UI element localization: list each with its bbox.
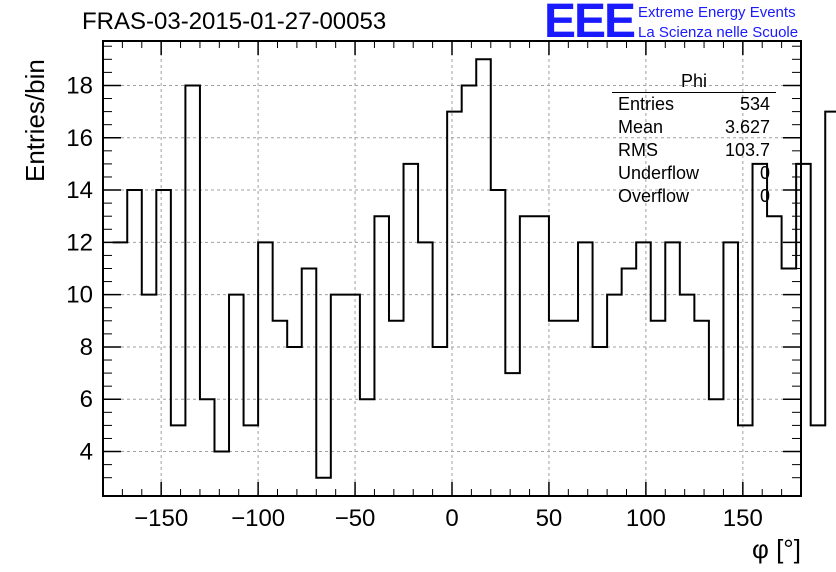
y-axis-label: Entries/bin xyxy=(20,59,50,182)
histogram-bin xyxy=(345,295,360,496)
histogram-bin xyxy=(622,269,637,497)
histogram-bin xyxy=(753,164,768,496)
stats-row-rms: RMS 103.7 xyxy=(612,139,776,162)
stats-value: 0 xyxy=(759,163,770,183)
stats-label: RMS xyxy=(618,140,658,160)
histogram-bin xyxy=(825,112,836,496)
histogram-bin xyxy=(214,452,229,496)
histogram-bin xyxy=(680,295,695,496)
x-tick-label: −50 xyxy=(335,505,376,532)
chart-title: FRAS-03-2015-01-27-00053 xyxy=(82,8,387,35)
histogram-bin xyxy=(302,269,317,497)
histogram-bin xyxy=(607,295,622,496)
x-tick-label: −150 xyxy=(134,505,188,532)
x-axis-label: φ [°] xyxy=(752,534,801,564)
histogram-bin xyxy=(258,242,273,496)
histogram-bin xyxy=(244,425,259,496)
histogram-bin xyxy=(491,190,506,496)
histogram-bin xyxy=(287,347,302,496)
axis-tick-labels: −150 −100 −50 0 50 100 150 4 6 8 10 12 14 16 18 xyxy=(66,72,763,532)
histogram-bin xyxy=(796,164,811,496)
histogram-bin xyxy=(229,295,244,496)
histogram-bin xyxy=(316,478,331,496)
histogram-bin xyxy=(331,295,346,496)
stats-label: Entries xyxy=(618,94,675,114)
histogram-bin xyxy=(578,242,593,496)
histogram-bin xyxy=(185,85,200,496)
stats-row-overflow: Overflow 0 xyxy=(612,185,776,208)
histogram-bin xyxy=(563,321,578,496)
stats-value: 534 xyxy=(739,94,770,114)
histogram-outline xyxy=(112,58,836,479)
histogram-bin xyxy=(142,295,157,496)
histogram-bars xyxy=(112,58,836,497)
histogram-bin xyxy=(534,216,549,496)
y-tick-label: 14 xyxy=(66,177,93,204)
histogram-bin xyxy=(447,112,462,496)
histogram-bin xyxy=(171,425,186,496)
histogram-bin xyxy=(665,242,680,496)
histogram-bin xyxy=(200,399,215,496)
y-tick-label: 10 xyxy=(66,282,93,309)
x-tick-label: −100 xyxy=(231,505,285,532)
x-tick-label: 50 xyxy=(536,505,563,532)
org-name: Extreme Energy Events xyxy=(638,4,796,21)
stats-value: 103.7 xyxy=(724,140,770,160)
stats-label: Mean xyxy=(618,117,664,137)
histogram-bin xyxy=(360,399,375,496)
histogram-bin xyxy=(520,216,535,496)
y-tick-label: 4 xyxy=(80,439,93,466)
stats-row-underflow: Underflow 0 xyxy=(612,162,776,185)
x-tick-label: 100 xyxy=(626,505,666,532)
histogram-bin xyxy=(782,269,797,497)
histogram-bin xyxy=(549,321,564,496)
histogram-bin xyxy=(127,190,142,496)
stats-value: 3.627 xyxy=(724,117,770,137)
histogram-bin xyxy=(593,347,608,496)
histogram-bin xyxy=(738,425,753,496)
stats-label: Overflow xyxy=(618,186,690,206)
y-tick-label: 16 xyxy=(66,125,93,152)
histogram-bin xyxy=(651,321,666,496)
stats-value: 0 xyxy=(759,186,770,206)
histogram-bin xyxy=(694,321,709,496)
histogram-bin xyxy=(273,321,288,496)
histogram-bin xyxy=(404,164,419,496)
eee-logo: EEE xyxy=(544,0,636,48)
y-tick-label: 6 xyxy=(80,386,93,413)
y-tick-label: 12 xyxy=(66,229,93,256)
histogram-bin xyxy=(811,425,826,496)
org-subtitle: La Scienza nelle Scuole xyxy=(638,24,799,41)
histogram-bin xyxy=(462,85,477,496)
axis-ticks xyxy=(103,41,801,496)
histogram-bin xyxy=(113,242,128,496)
stats-box: Phi Entries 534 Mean 3.627 RMS 103.7 Und… xyxy=(612,70,776,208)
histogram-bin xyxy=(433,347,448,496)
histogram-bin xyxy=(389,321,404,496)
grid-lines xyxy=(103,41,801,496)
histogram-bin xyxy=(418,242,433,496)
histogram-bin xyxy=(636,242,651,496)
stats-row-entries: Entries 534 xyxy=(612,93,776,116)
stats-label: Underflow xyxy=(618,163,700,183)
y-tick-label: 18 xyxy=(66,72,93,99)
y-tick-label: 8 xyxy=(80,334,93,361)
x-tick-label: 150 xyxy=(723,505,763,532)
histogram-bin xyxy=(723,242,738,496)
histogram-bin xyxy=(156,190,171,496)
stats-box-title: Phi xyxy=(612,70,776,93)
histogram-bin xyxy=(374,216,389,496)
x-tick-label: 0 xyxy=(445,505,458,532)
stats-row-mean: Mean 3.627 xyxy=(612,116,776,139)
histogram-bin xyxy=(476,59,491,496)
histogram-bin xyxy=(767,216,782,496)
histogram-bin xyxy=(709,399,724,496)
histogram-bin xyxy=(505,373,520,496)
